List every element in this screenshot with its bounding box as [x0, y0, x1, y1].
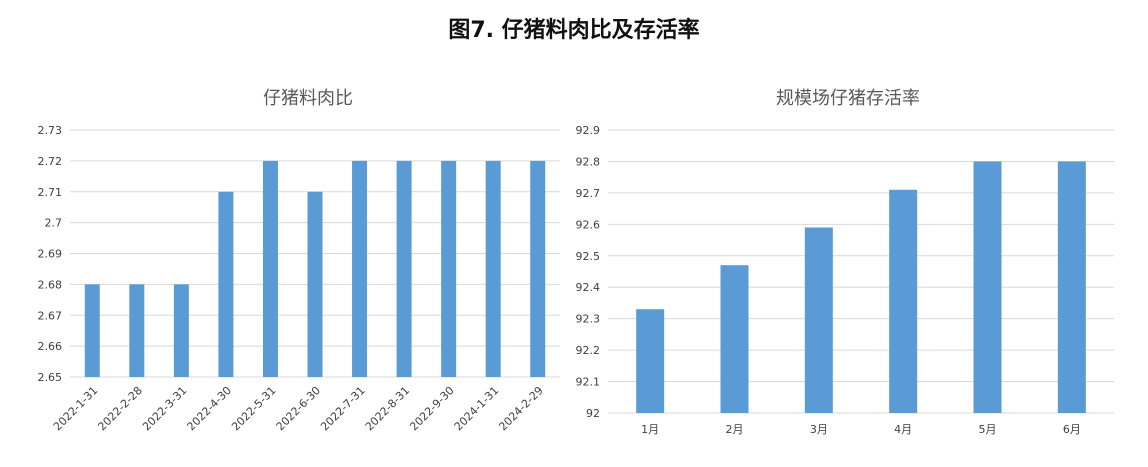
bar: [441, 160, 457, 377]
x-tick-label: 2022-5-31: [229, 384, 278, 433]
y-tick-label: 2.67: [38, 309, 63, 322]
bar: [84, 284, 100, 377]
bar: [396, 160, 412, 377]
chart-feed-meat-ratio: 仔猪料肉比 2.65 2.66 2.67 2.68 2.69 2.7 2.71 2.72 2.73…: [38, 88, 560, 433]
x-tick-label: 2022-8-31: [363, 384, 412, 433]
y-tick-label: 2.66: [38, 340, 63, 353]
y-tick-label: 2.69: [38, 248, 63, 261]
x-tick-label: 2024-1-31: [452, 384, 501, 433]
y-tick-label: 2.7: [45, 217, 63, 230]
bar: [889, 189, 918, 413]
bar: [485, 160, 501, 377]
x-tick-label: 2022-2-28: [95, 384, 144, 433]
y-tick-label: 92.4: [576, 281, 601, 294]
x-tick-label: 2月: [726, 423, 744, 436]
bar: [307, 191, 323, 377]
y-tick-label: 2.72: [38, 155, 63, 168]
bar: [530, 160, 546, 377]
chart-title: 规模场仔猪存活率: [776, 88, 920, 109]
y-tick-label: 92: [586, 407, 600, 420]
y-tick-label: 2.68: [38, 278, 63, 291]
figure-title: 图7. 仔猪料肉比及存活率: [448, 18, 700, 43]
y-tick-label: 92.1: [576, 376, 601, 389]
y-tick-label: 92.2: [576, 344, 601, 357]
x-tick-label: 2022-6-30: [274, 384, 323, 433]
bar: [173, 284, 189, 377]
x-tick-label: 6月: [1063, 423, 1081, 436]
bar: [129, 284, 145, 377]
x-tick-label: 2022-9-30: [407, 384, 456, 433]
x-tick-label: 1月: [641, 423, 659, 436]
x-tick-label: 2022-4-30: [185, 384, 234, 433]
bar: [1057, 161, 1086, 413]
bar: [352, 160, 368, 377]
y-tick-label: 92.3: [576, 313, 601, 326]
bar: [973, 161, 1002, 413]
bar: [636, 309, 665, 413]
y-tick-label: 92.6: [576, 218, 601, 231]
x-tick-label: 2022-7-31: [318, 384, 367, 433]
y-tick-label: 2.73: [38, 124, 63, 137]
x-tick-label: 2024-2-29: [496, 384, 545, 433]
y-tick-label: 2.71: [38, 186, 63, 199]
bar: [804, 227, 833, 413]
y-tick-label: 2.65: [38, 371, 63, 384]
bar: [262, 160, 278, 377]
x-tick-label: 2022-3-31: [140, 384, 189, 433]
y-tick-label: 92.8: [576, 155, 601, 168]
bar: [218, 191, 234, 377]
y-tick-label: 92.9: [576, 124, 601, 137]
chart-title: 仔猪料肉比: [263, 88, 353, 109]
x-tick-label: 5月: [979, 423, 997, 436]
x-tick-label: 4月: [894, 423, 912, 436]
x-tick-label: 2022-1-31: [51, 384, 100, 433]
chart-survival-rate: 规模场仔猪存活率 92 92.1 92.2 92.3 92.4 92.5 92.6 92.7 92…: [576, 88, 1114, 436]
y-tick-label: 92.5: [576, 250, 601, 263]
x-tick-label: 3月: [810, 423, 828, 436]
bar: [720, 265, 749, 413]
y-tick-label: 92.7: [576, 187, 601, 200]
